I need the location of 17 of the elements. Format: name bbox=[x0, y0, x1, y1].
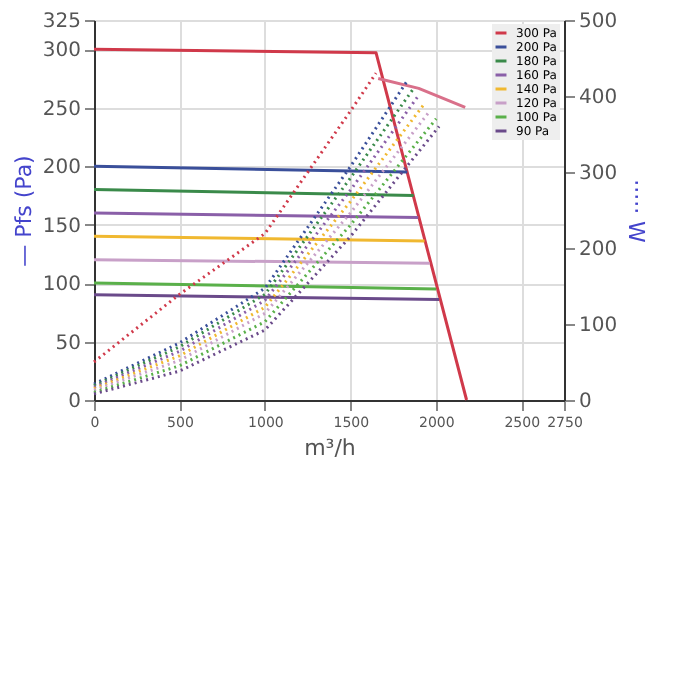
y2-tick-label: 100 bbox=[579, 315, 618, 337]
y2-tick-label: 500 bbox=[579, 11, 618, 33]
y-tick-label: 50 bbox=[55, 332, 81, 355]
y-tick-label: 200 bbox=[42, 157, 81, 180]
y-tick-label: 300 bbox=[42, 40, 81, 63]
y2-axis-title: ····· W bbox=[623, 179, 650, 244]
y2-tick-label: 300 bbox=[579, 163, 618, 185]
y2-tick-label: 200 bbox=[579, 239, 618, 261]
x-axis-title: m³/h bbox=[304, 435, 356, 461]
y2-tick-label: 400 bbox=[579, 87, 618, 109]
y-tick-label: 250 bbox=[42, 98, 81, 121]
y-axis-title: — Pfs (Pa) bbox=[10, 155, 37, 267]
y-tick-label: 325 bbox=[42, 11, 81, 33]
y-tick-label: 100 bbox=[42, 274, 81, 297]
y-tick-label: 150 bbox=[42, 215, 81, 238]
y-tick-label: 0 bbox=[68, 391, 81, 413]
y2-tick-label: 0 bbox=[579, 391, 592, 413]
